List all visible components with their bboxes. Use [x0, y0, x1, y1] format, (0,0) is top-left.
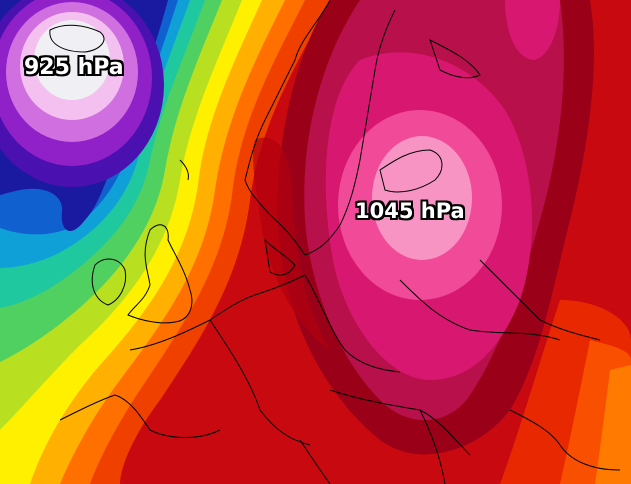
iceland-coast [49, 24, 105, 53]
border-3 [399, 279, 561, 341]
sweden-coast [304, 9, 396, 256]
ireland-coast [91, 258, 127, 306]
britain-coast [127, 224, 193, 324]
high-north-lobe [505, 0, 560, 60]
border-2 [304, 274, 401, 373]
low-pressure-label: 925 hPa [24, 55, 124, 80]
gulf-coast [379, 149, 443, 193]
coastlines [49, 0, 621, 484]
balkan-coast [419, 409, 446, 484]
high-center [372, 136, 472, 260]
norway-coast [244, 0, 331, 256]
border-1 [209, 319, 311, 446]
ridge-band [253, 137, 330, 350]
italy-coast [299, 439, 331, 484]
high-pressure-label: 1045 hPa [355, 199, 465, 223]
southeast-band-inner [595, 365, 631, 484]
low-center [34, 20, 110, 100]
denmark-coast [264, 238, 296, 276]
biscay-coast [59, 394, 221, 438]
low-pressure-system [0, 0, 330, 484]
border-5 [479, 259, 601, 341]
finland-coast [429, 39, 481, 79]
blacksea-coast [509, 409, 621, 471]
faroe-coast [179, 159, 189, 181]
border-4 [329, 389, 471, 456]
north-sea-coast [129, 274, 306, 351]
